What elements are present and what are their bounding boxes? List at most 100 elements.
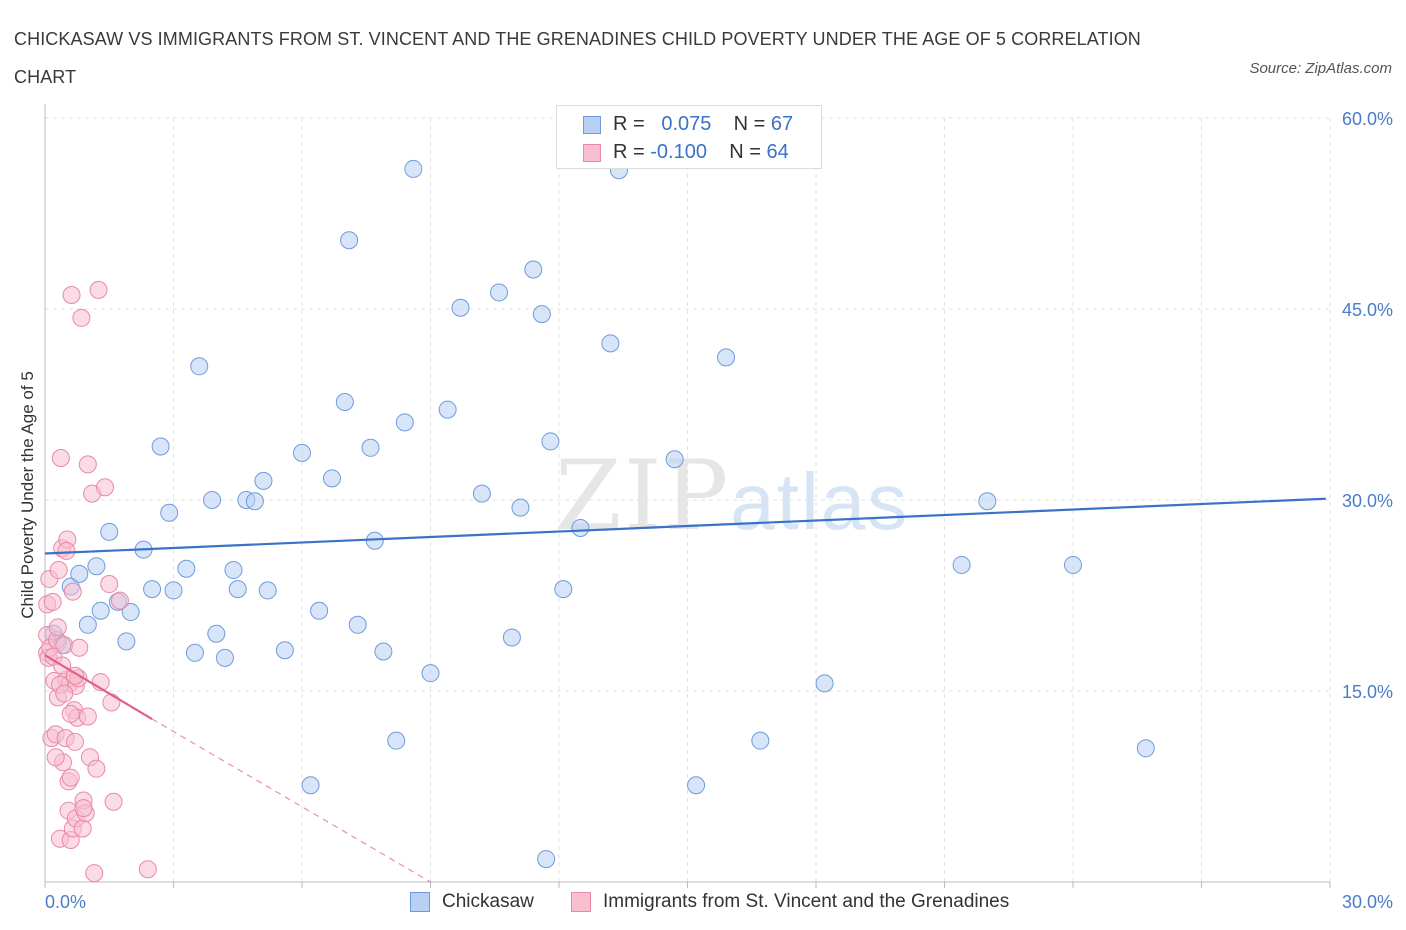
axes [44,104,1331,888]
data-point [254,471,273,490]
data-point [374,642,393,661]
data-point [301,776,320,795]
data-point [110,591,129,610]
data-point [335,392,354,411]
data-point [224,561,243,580]
data-point [203,491,222,509]
data-point [665,450,684,469]
data-point [554,580,573,599]
data-point [258,581,277,600]
data-point [138,860,157,879]
legend-r-key: R = [613,141,645,163]
data-point [472,484,491,503]
series-label: Chickasaw [442,891,534,912]
data-point [601,334,620,353]
legend-n-value: 67 [770,113,794,135]
data-point [215,648,234,667]
data-point [61,704,80,723]
legend-r-value: 0.075 [661,113,712,135]
series-swatch-blue [410,891,430,912]
data-point [451,298,470,317]
legend-n-key: N = [729,141,761,163]
data-point [73,819,92,838]
data-point [245,492,264,511]
legend-n-value: 64 [766,141,789,163]
data-point [74,799,93,818]
trend-line [44,654,153,720]
data-point [104,792,123,811]
series-label: Immigrants from St. Vincent and the Gren… [603,891,1010,912]
series-swatch-pink [571,891,591,912]
data-point [751,731,770,750]
data-point [55,684,74,703]
data-point [89,280,108,299]
data-point [100,575,119,594]
data-point [177,559,196,578]
trend-lines [44,497,1326,883]
data-point [151,437,170,456]
x-tick-label: 30.0% [1342,892,1393,912]
data-point [532,305,551,324]
data-point [46,748,65,767]
data-point [121,603,140,622]
data-point [78,707,97,726]
series-legend-immigrants: Immigrants from St. Vincent and the Gren… [571,888,1009,916]
data-point [571,519,590,538]
data-point [70,564,89,583]
data-point [387,731,406,750]
y-tick-label: 15.0% [1342,682,1393,702]
data-point [117,632,136,651]
data-point [490,283,509,302]
data-point [717,348,736,367]
data-point [160,503,179,522]
data-point [49,561,68,580]
data-point [72,308,91,327]
legend-n-key: N = [733,113,766,135]
series-immigrants-points [38,280,157,883]
data-point [57,541,76,560]
data-point [85,864,104,883]
data-point [87,759,106,778]
data-point [164,581,183,600]
tick-labels: 15.0% 30.0% 45.0% 60.0% 0.0% 30.0% [45,109,1393,912]
data-point [65,732,84,751]
data-point [62,285,81,304]
series-legend: Chickasaw Immigrants from St. Vincent an… [0,888,1406,916]
source-label: Source: ZipAtlas.com [1249,60,1392,77]
y-tick-label: 30.0% [1342,491,1393,511]
data-point [293,443,311,462]
chart-title: CHICKASAW VS IMMIGRANTS FROM ST. VINCENT… [14,29,1141,87]
data-point [687,776,706,795]
data-point [361,438,380,457]
data-point [78,615,97,634]
y-tick-label: 45.0% [1342,300,1393,320]
data-point [185,643,204,662]
data-point [207,624,226,643]
data-point [404,159,423,178]
trend-line [44,497,1326,555]
legend-r-value: -0.100 [650,141,707,163]
data-point [91,601,110,620]
data-point [100,522,119,541]
data-point [438,400,457,419]
data-point [348,615,367,634]
data-point [78,455,97,474]
data-point [95,478,114,497]
data-point [952,555,971,574]
legend-r-key: R = [613,113,645,135]
trend-line-extension [151,718,431,883]
data-point [502,628,521,647]
y-axis-label: Child Poverty Under the Age of 5 [18,371,37,619]
legend-swatch-blue [583,115,601,134]
data-point [275,641,294,660]
data-point [1136,739,1155,758]
legend-row-chickasaw: R = 0.075 N = 67 [583,110,793,138]
data-point [524,260,543,279]
y-tick-label: 60.0% [1342,109,1393,129]
data-point [1064,555,1082,574]
data-point [340,231,359,250]
data-point [61,768,80,787]
data-point [228,580,247,599]
data-point [978,492,997,511]
data-point [310,601,329,620]
